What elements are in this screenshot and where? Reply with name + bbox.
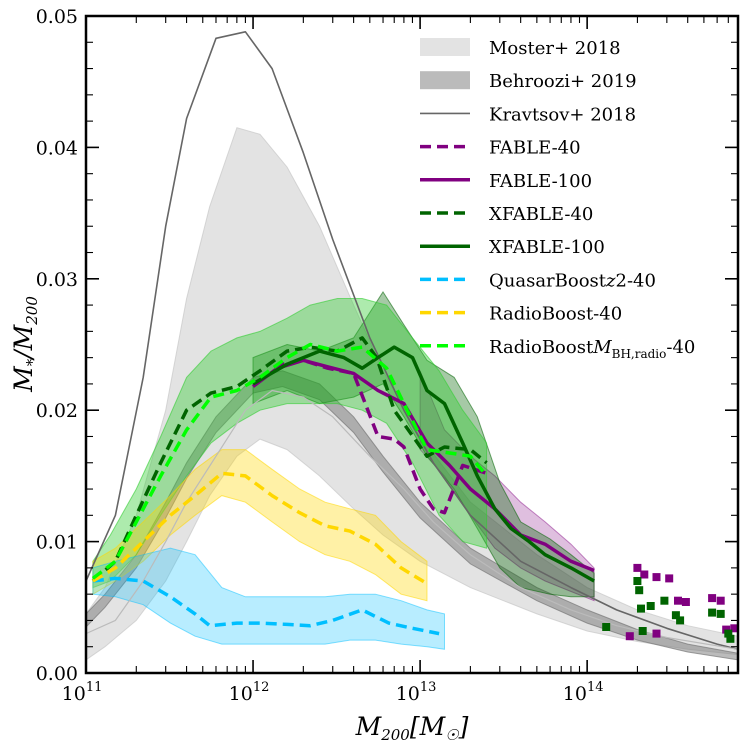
point-fable-100-clusters	[681, 598, 690, 606]
legend-swatch-moster-2018	[420, 38, 470, 56]
point-xfable-100-clusters	[724, 629, 733, 638]
series-line-xfable-100	[252, 345, 595, 583]
y-tick-label: 0.01	[36, 532, 78, 554]
point-fable-100-clusters	[652, 629, 661, 638]
y-tick-label: 0.02	[36, 400, 78, 422]
series-line-fable-100	[251, 358, 595, 573]
legend-label-radioboostmbh-radio-40: RadioBoostMBH,radio-40	[489, 337, 695, 361]
point-fable-100-clusters	[730, 624, 738, 633]
point-xfable-100-clusters	[660, 596, 669, 605]
legend-label-moster-2018: Moster+ 2018	[489, 38, 621, 59]
x-tick-label: 1014	[563, 680, 604, 705]
series-line-kravtsov-2018	[86, 30, 738, 651]
y-tick-label: 0.04	[36, 137, 78, 159]
legend-label-behroozi-2019: Behroozi+ 2019	[489, 71, 637, 92]
series-line-radioboost-40	[92, 471, 428, 586]
x-tick-label: 1013	[396, 680, 437, 705]
legend-label-xfable-100: XFABLE-100	[489, 237, 605, 258]
point-xfable-100-clusters	[671, 611, 680, 620]
series-line-quasarboostz2-40	[92, 576, 440, 636]
legend: Moster+ 2018 Behroozi+ 2019 Kravtsov+ 2018…	[420, 38, 695, 361]
series-lines	[86, 30, 738, 651]
point-xfable-100-clusters	[633, 577, 642, 585]
point-xfable-100-clusters	[602, 623, 611, 631]
point-xfable-100-clusters	[726, 634, 735, 643]
axes: 0.00 0.01 0.02 0.03 0.04 0.05 1011 1012 1013 1014	[36, 6, 740, 705]
y-axis-title: M*/M200	[9, 296, 41, 393]
series-line-radioboostmbh-radio-40	[91, 342, 488, 580]
y-tick-label: 0.00	[36, 663, 78, 685]
point-fable-100-clusters	[674, 596, 682, 605]
point-fable-100-clusters	[625, 632, 634, 641]
band-quasarboostz2-40	[92, 547, 445, 650]
legend-label-kravtsov-2018: Kravtsov+ 2018	[489, 104, 636, 125]
x-tick-label: 1012	[229, 680, 270, 705]
point-fable-100-clusters	[708, 594, 717, 603]
band-moster-2018	[86, 127, 738, 661]
point-fable-100-clusters	[665, 574, 674, 583]
series-line-fable-40	[259, 358, 488, 515]
y-tick-label: 0.03	[36, 269, 78, 291]
legend-label-xfable-40: XFABLE-40	[489, 204, 593, 225]
legend-label-quasarboostz2-40: QuasarBoostz2-40	[489, 270, 656, 291]
point-fable-100-clusters	[716, 596, 725, 605]
point-xfable-100-clusters	[635, 586, 644, 595]
point-xfable-100-clusters	[646, 602, 655, 610]
x-tick-label: 1011	[62, 680, 103, 705]
legend-label-fable-40: FABLE-40	[489, 138, 581, 159]
point-xfable-100-clusters	[708, 608, 717, 617]
y-tick-label: 0.05	[36, 6, 78, 28]
point-xfable-100-clusters	[638, 627, 647, 635]
x-axis-title: M200[M☉]	[355, 712, 469, 744]
point-xfable-100-clusters	[716, 609, 725, 618]
legend-label-radioboost-40: RadioBoost-40	[489, 304, 622, 325]
band-xfable-40	[92, 298, 488, 589]
series-line-moster-thin	[86, 389, 738, 650]
legend-swatch-behroozi-2019	[420, 71, 470, 90]
point-xfable-100-clusters	[637, 604, 645, 613]
point-xfable-100-clusters	[676, 616, 685, 625]
point-fable-100-clusters	[633, 563, 642, 572]
point-fable-100-clusters	[640, 570, 649, 579]
point-fable-100-clusters	[652, 573, 661, 582]
series-line-xfable-40	[91, 336, 488, 583]
legend-label-fable-100: FABLE-100	[489, 171, 592, 192]
cluster-points	[602, 563, 738, 643]
